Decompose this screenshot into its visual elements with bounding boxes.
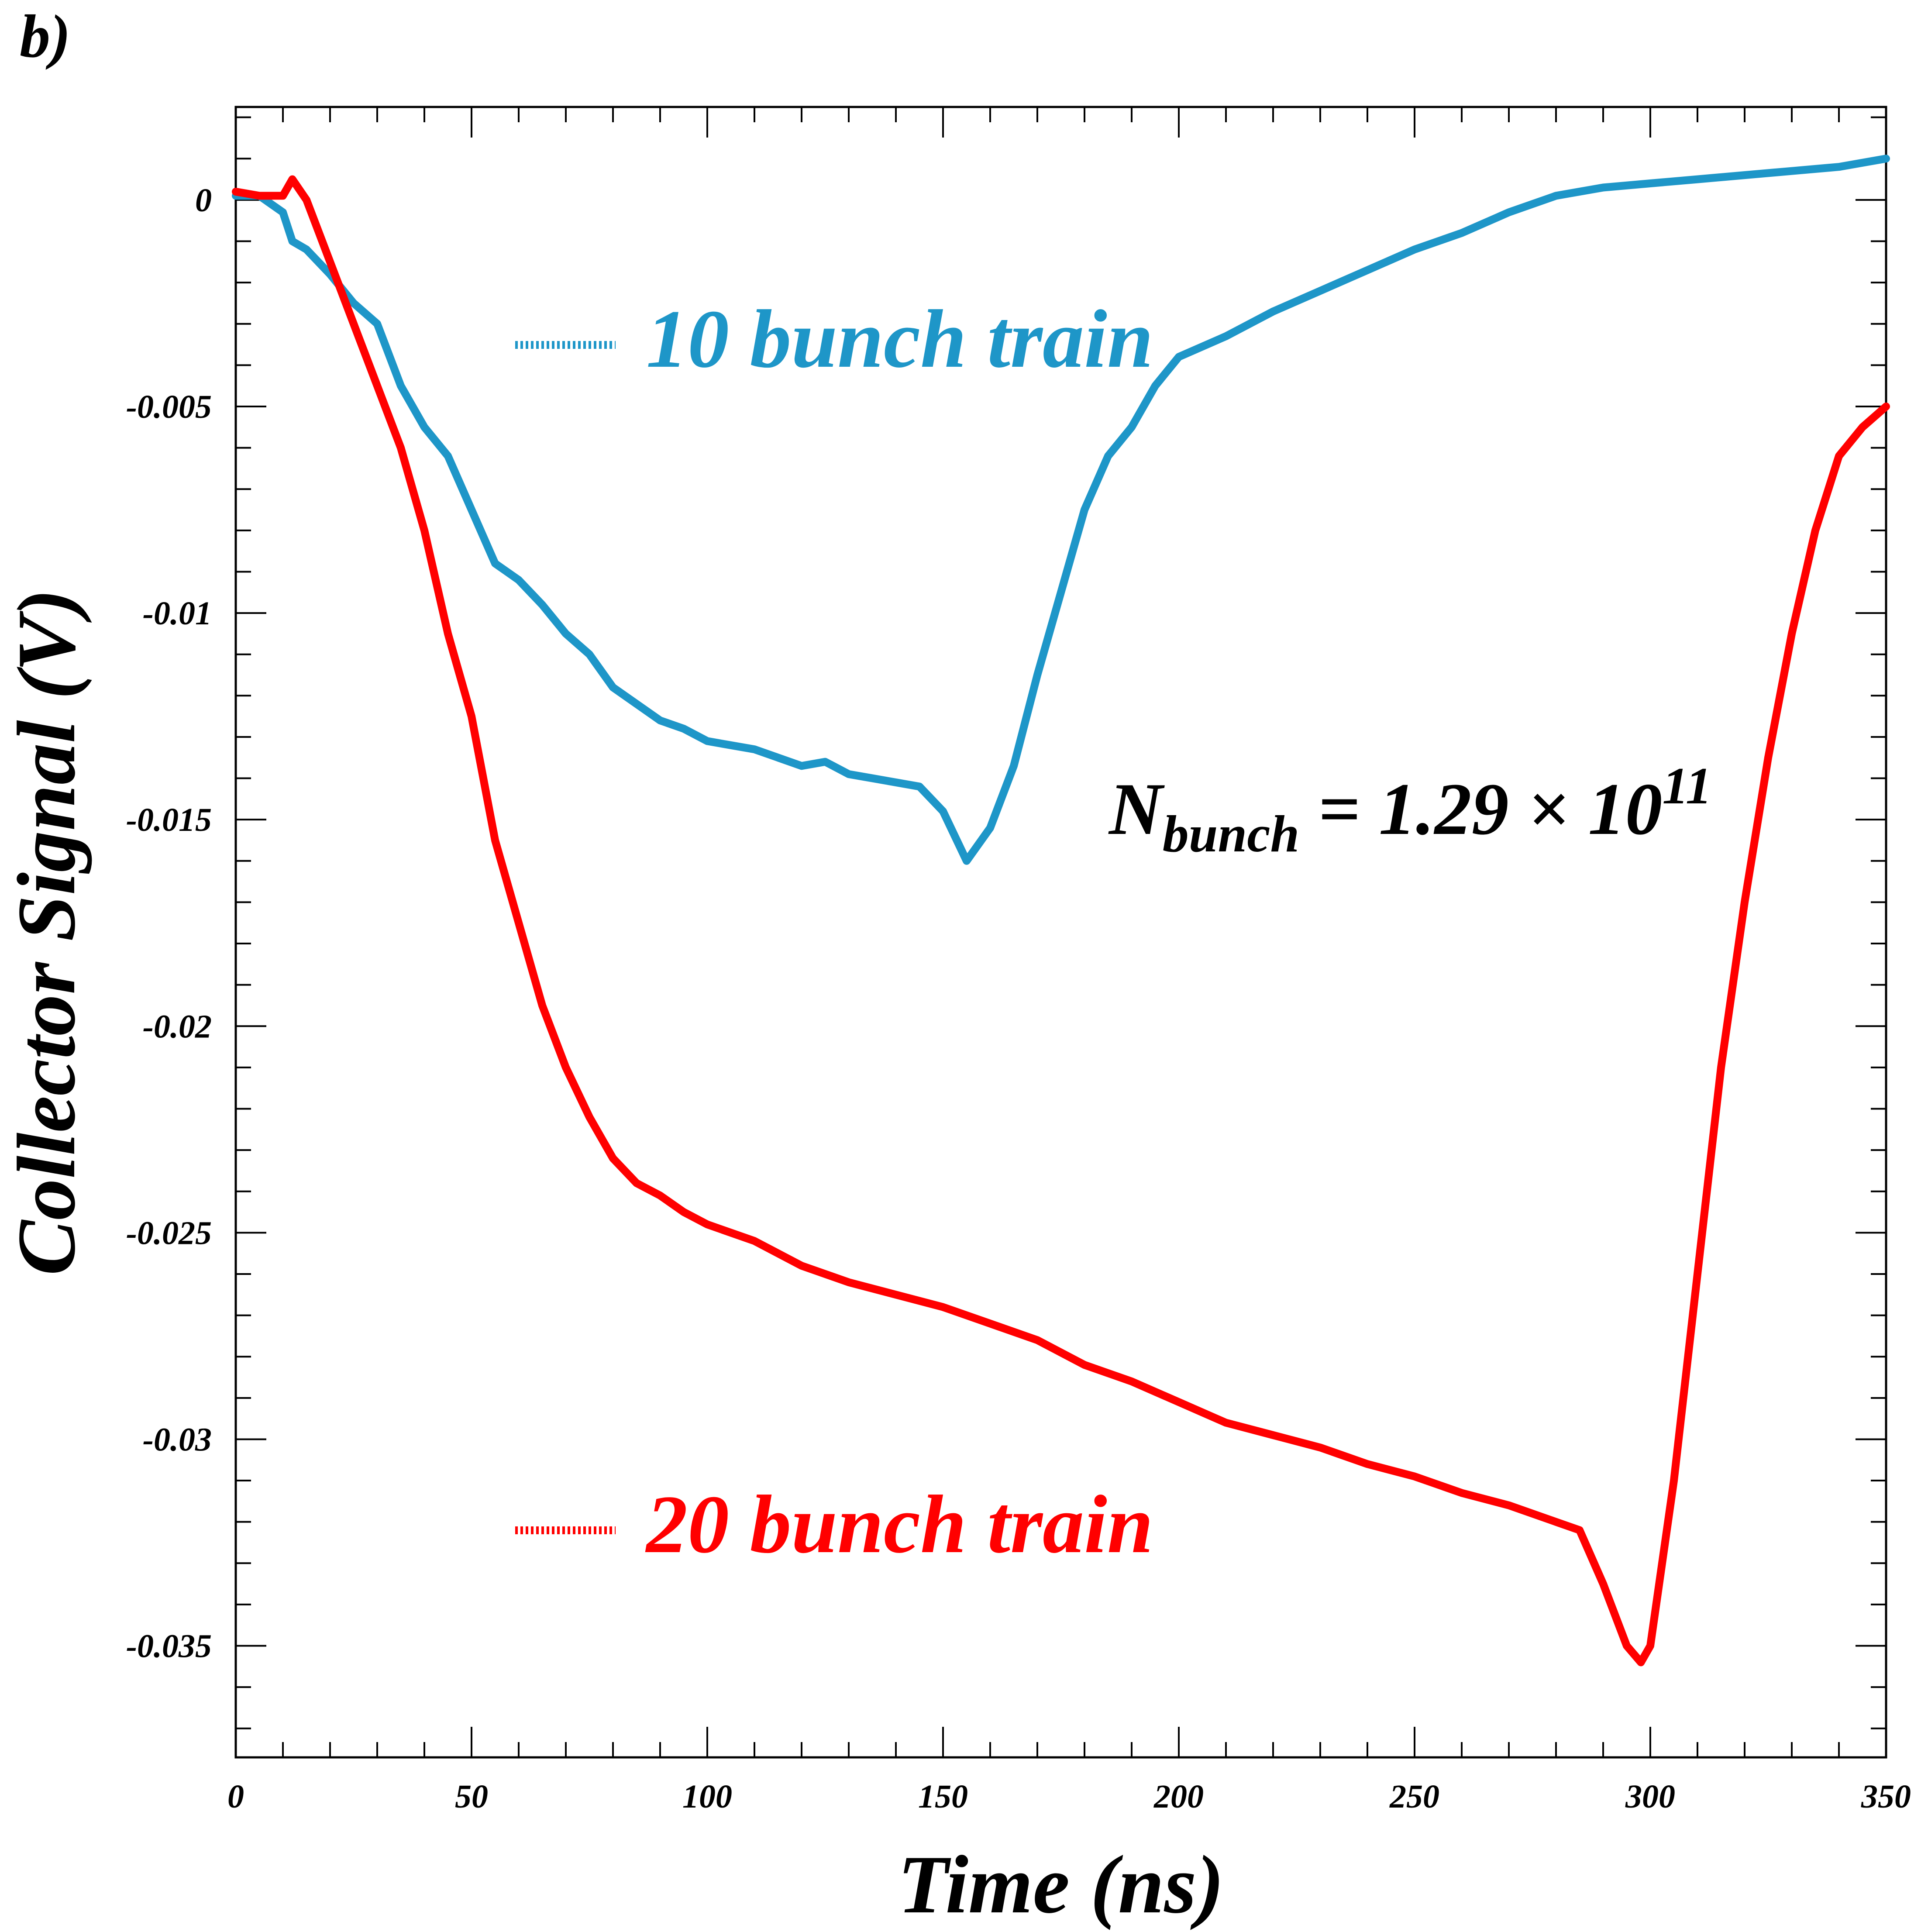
x-axis-tick-labels: 0 50 100 150 200 250 300 350 xyxy=(227,1778,1911,1815)
y-axis-title: Collector Signal (V) xyxy=(1,589,93,1276)
x-tick-label: 50 xyxy=(455,1778,488,1815)
y-tick-label: -0.035 xyxy=(126,1628,212,1665)
plot-frame xyxy=(234,106,1887,1759)
y-tick-label: -0.015 xyxy=(126,802,212,838)
legend-label-20-bunch: 20 bunch train xyxy=(645,1479,1153,1570)
series-layer xyxy=(232,155,1890,1667)
bunch-intensity-annotation: Nbunch = 1.29 × 1011 xyxy=(1108,757,1712,863)
x-tick-label: 150 xyxy=(918,1778,968,1815)
annotation-superscript: 11 xyxy=(1663,757,1712,815)
x-tick-label: 300 xyxy=(1625,1778,1675,1815)
y-tick-label: -0.01 xyxy=(143,595,212,632)
y-tick-label: -0.02 xyxy=(143,1008,212,1045)
y-tick-label: -0.025 xyxy=(126,1215,212,1251)
series-10-bunch-line xyxy=(232,155,1890,865)
panel-label: b) xyxy=(20,3,71,70)
x-axis-title: Time (ns) xyxy=(898,1839,1224,1931)
annotation-subscript: bunch xyxy=(1163,805,1299,863)
x-tick-label: 250 xyxy=(1389,1778,1439,1815)
x-axis-ticks xyxy=(235,107,1887,1757)
x-tick-label: 0 xyxy=(227,1778,244,1815)
y-tick-label: 0 xyxy=(195,182,212,219)
annotation-equation: = 1.29 × 10 xyxy=(1299,768,1662,850)
x-tick-label: 100 xyxy=(682,1778,732,1815)
y-tick-label: -0.005 xyxy=(126,389,212,425)
x-tick-label: 200 xyxy=(1153,1778,1204,1815)
series-20-bunch-line xyxy=(232,175,1890,1667)
y-tick-label: -0.03 xyxy=(143,1421,212,1458)
legend-label-10-bunch: 10 bunch train xyxy=(646,293,1153,385)
y-axis-tick-labels: 0 -0.005 -0.01 -0.015 -0.02 -0.025 -0.03 -0.035 xyxy=(126,182,212,1665)
x-tick-label: 350 xyxy=(1861,1778,1911,1815)
annotation-symbol: N xyxy=(1108,768,1165,850)
